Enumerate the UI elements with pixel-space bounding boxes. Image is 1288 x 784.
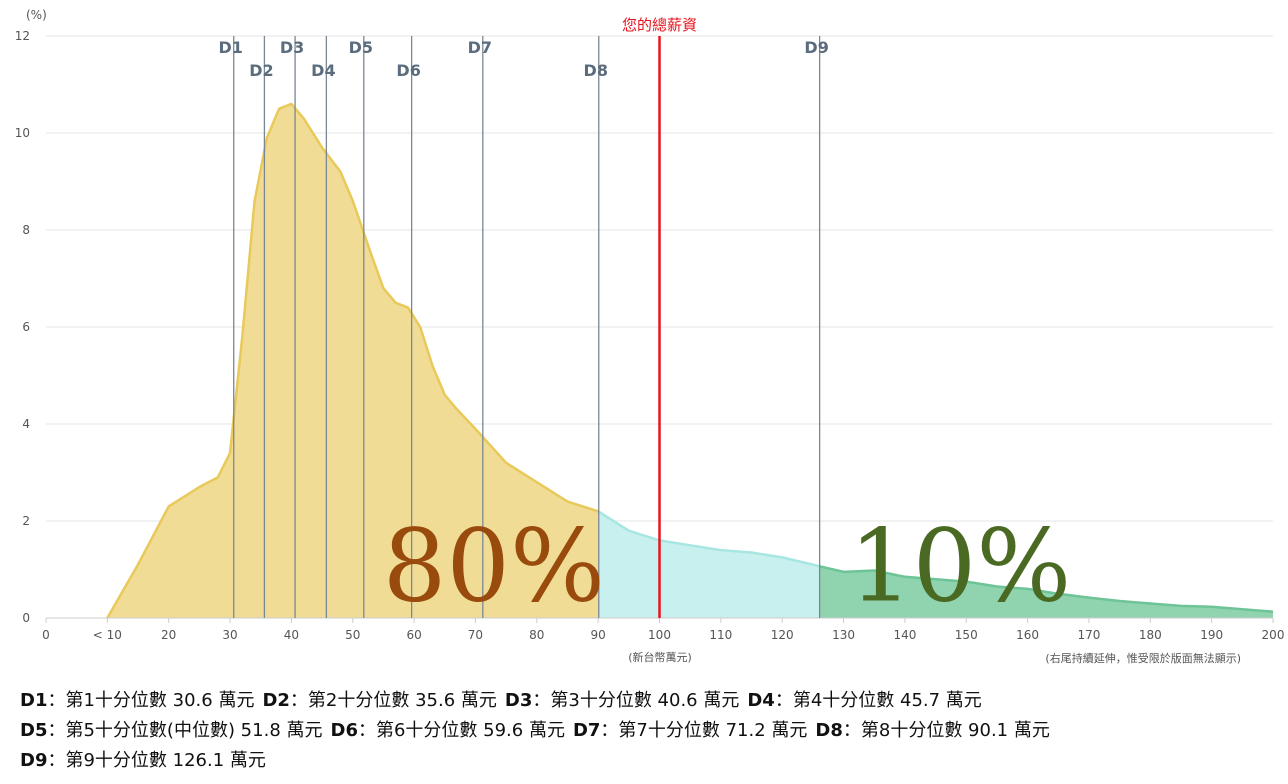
legend-text: ：第4十分位數 45.7 萬元: [774, 690, 982, 711]
legend-text: ：第9十分位數 126.1 萬元: [47, 750, 266, 771]
decile-label: D1: [219, 38, 243, 57]
x-axis-unit-label: (新台幣萬元): [628, 650, 692, 664]
legend-row: D9：第9十分位數 126.1 萬元: [20, 746, 1270, 776]
legend-key: D1: [20, 690, 48, 711]
x-tick-label: 100: [648, 628, 671, 642]
x-tick-label: 140: [893, 628, 916, 642]
y-tick-label: 12: [15, 29, 30, 43]
x-tick-label: 170: [1077, 628, 1100, 642]
legend-entry: D6：第6十分位數 59.6 萬元: [331, 720, 565, 741]
legend-entry: D4：第4十分位數 45.7 萬元: [747, 690, 981, 711]
y-tick-label: 10: [15, 126, 30, 140]
legend-key: D2: [262, 690, 290, 711]
decile-label: D5: [349, 38, 373, 57]
decile-markers: D1 D2 D3 D4 D5 D6 D7 D8 D9: [219, 36, 829, 618]
right-tail-note: (右尾持續延伸，惟受限於版面無法顯示): [1045, 651, 1241, 665]
x-tick-label: 160: [1016, 628, 1039, 642]
distribution-outline-2: [598, 510, 820, 568]
legend-text: ：第6十分位數 59.6 萬元: [357, 720, 565, 741]
x-tick-label: 110: [709, 628, 732, 642]
legend-entry: D7：第7十分位數 71.2 萬元: [573, 720, 807, 741]
share-annotation: 80%: [383, 508, 605, 625]
legend-entry: D5：第5十分位數(中位數) 51.8 萬元: [20, 720, 323, 741]
x-tick-label: 90: [591, 628, 606, 642]
decile-label: D2: [249, 61, 273, 80]
legend-text: ：第8十分位數 90.1 萬元: [842, 720, 1050, 741]
x-tick-label: 60: [406, 628, 421, 642]
x-tick-label: 80: [529, 628, 544, 642]
decile-label: D3: [280, 38, 304, 57]
x-tick-label: 180: [1139, 628, 1162, 642]
decile-label: D9: [804, 38, 828, 57]
y-tick-label: 6: [22, 320, 30, 334]
x-tick-label: 130: [832, 628, 855, 642]
legend-key: D4: [747, 690, 775, 711]
distribution-outline-3: [819, 565, 1274, 613]
decile-label: D4: [311, 61, 335, 80]
share-annotation: 10%: [849, 508, 1071, 625]
decile-label: D8: [584, 61, 608, 80]
legend-row: D1：第1十分位數 30.6 萬元 D2：第2十分位數 35.6 萬元 D3：第3十…: [20, 686, 1270, 716]
legend-entry: D9：第9十分位數 126.1 萬元: [20, 750, 266, 771]
x-tick-label: 0: [42, 628, 50, 642]
legend-text: ：第5十分位數(中位數) 51.8 萬元: [47, 720, 323, 741]
legend-key: D6: [330, 720, 358, 741]
distribution-areas: [106, 102, 1274, 619]
share-annotations: 80% 10%: [383, 508, 1072, 625]
salary-marker-label: 您的總薪資: [622, 16, 697, 34]
legend-entry: D3：第3十分位數 40.6 萬元: [505, 690, 739, 711]
legend-key: D5: [20, 720, 48, 741]
x-tick-label: 200: [1262, 628, 1285, 642]
x-tick-label: 120: [771, 628, 794, 642]
y-tick-label: 2: [22, 514, 30, 528]
x-tick-label: 50: [345, 628, 360, 642]
legend-text: ：第2十分位數 35.6 萬元: [289, 690, 497, 711]
legend-row: D5：第5十分位數(中位數) 51.8 萬元 D6：第6十分位數 59.6 萬元 D…: [20, 716, 1270, 746]
decile-label: D6: [396, 61, 420, 80]
legend-entry: D1：第1十分位數 30.6 萬元: [20, 690, 254, 711]
x-tick-label: 20: [161, 628, 176, 642]
decile-label: D7: [468, 38, 492, 57]
x-tick-label: < 10: [93, 628, 122, 642]
x-tick-label: 70: [468, 628, 483, 642]
x-tick-label: 150: [955, 628, 978, 642]
decile-legend: D1：第1十分位數 30.6 萬元 D2：第2十分位數 35.6 萬元 D3：第3十…: [20, 686, 1270, 776]
x-tick-label: 30: [222, 628, 237, 642]
legend-entry: D8：第8十分位數 90.1 萬元: [815, 720, 1049, 741]
legend-entry: D2：第2十分位數 35.6 萬元: [262, 690, 496, 711]
x-tick-label: 40: [284, 628, 299, 642]
x-axis: 0 < 10 20 30 40 50 60 70 80 90 100 110 120 130 140 150 1…: [42, 617, 1285, 642]
y-tick-label: 4: [22, 417, 30, 431]
distribution-outline-1: [106, 102, 600, 619]
legend-text: ：第7十分位數 71.2 萬元: [600, 720, 808, 741]
distribution-segment-2: [598, 511, 820, 618]
y-axis: (%) 0 2 4 6 8 10 12: [15, 8, 47, 625]
salary-marker: 您的總薪資: [622, 16, 697, 618]
x-tick-label: 190: [1200, 628, 1223, 642]
legend-key: D9: [20, 750, 48, 771]
legend-text: ：第1十分位數 30.6 萬元: [47, 690, 255, 711]
y-axis-unit-label: (%): [26, 8, 47, 22]
distribution-segment-1: [107, 103, 599, 618]
legend-text: ：第3十分位數 40.6 萬元: [532, 690, 740, 711]
y-tick-label: 8: [22, 223, 30, 237]
legend-key: D7: [572, 720, 601, 741]
legend-key: D3: [504, 690, 533, 711]
y-tick-label: 0: [22, 611, 30, 625]
salary-distribution-chart: (%) 0 2 4 6 8 10 12 0 < 10 20 30 40 50 60 70 80 90 100 11…: [15, 8, 1285, 665]
legend-key: D8: [815, 720, 843, 741]
